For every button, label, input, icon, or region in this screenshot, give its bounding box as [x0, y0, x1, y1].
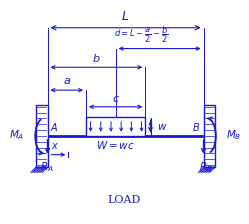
Text: $L$: $L$ [122, 10, 130, 23]
Bar [36, 105, 48, 167]
Text: LOAD: LOAD [108, 195, 141, 205]
Text: $R_A$: $R_A$ [40, 160, 53, 174]
Text: $b$: $b$ [92, 52, 101, 64]
Text: $B$: $B$ [192, 121, 200, 134]
Text: $w$: $w$ [157, 123, 167, 133]
Text: $d = L - \dfrac{a}{2} - \dfrac{b}{2}$: $d = L - \dfrac{a}{2} - \dfrac{b}{2}$ [114, 24, 168, 45]
Text: $M_B$: $M_B$ [226, 128, 242, 142]
Text: $c$: $c$ [112, 94, 120, 104]
Bar [86, 117, 145, 136]
Text: $W = wc$: $W = wc$ [96, 139, 135, 151]
Text: $x$: $x$ [51, 141, 59, 151]
Text: $a$: $a$ [63, 76, 71, 86]
Bar [204, 105, 215, 167]
Text: $A$: $A$ [50, 121, 58, 134]
Text: $R_B$: $R_B$ [199, 160, 212, 174]
Text: $M_A$: $M_A$ [9, 128, 25, 142]
